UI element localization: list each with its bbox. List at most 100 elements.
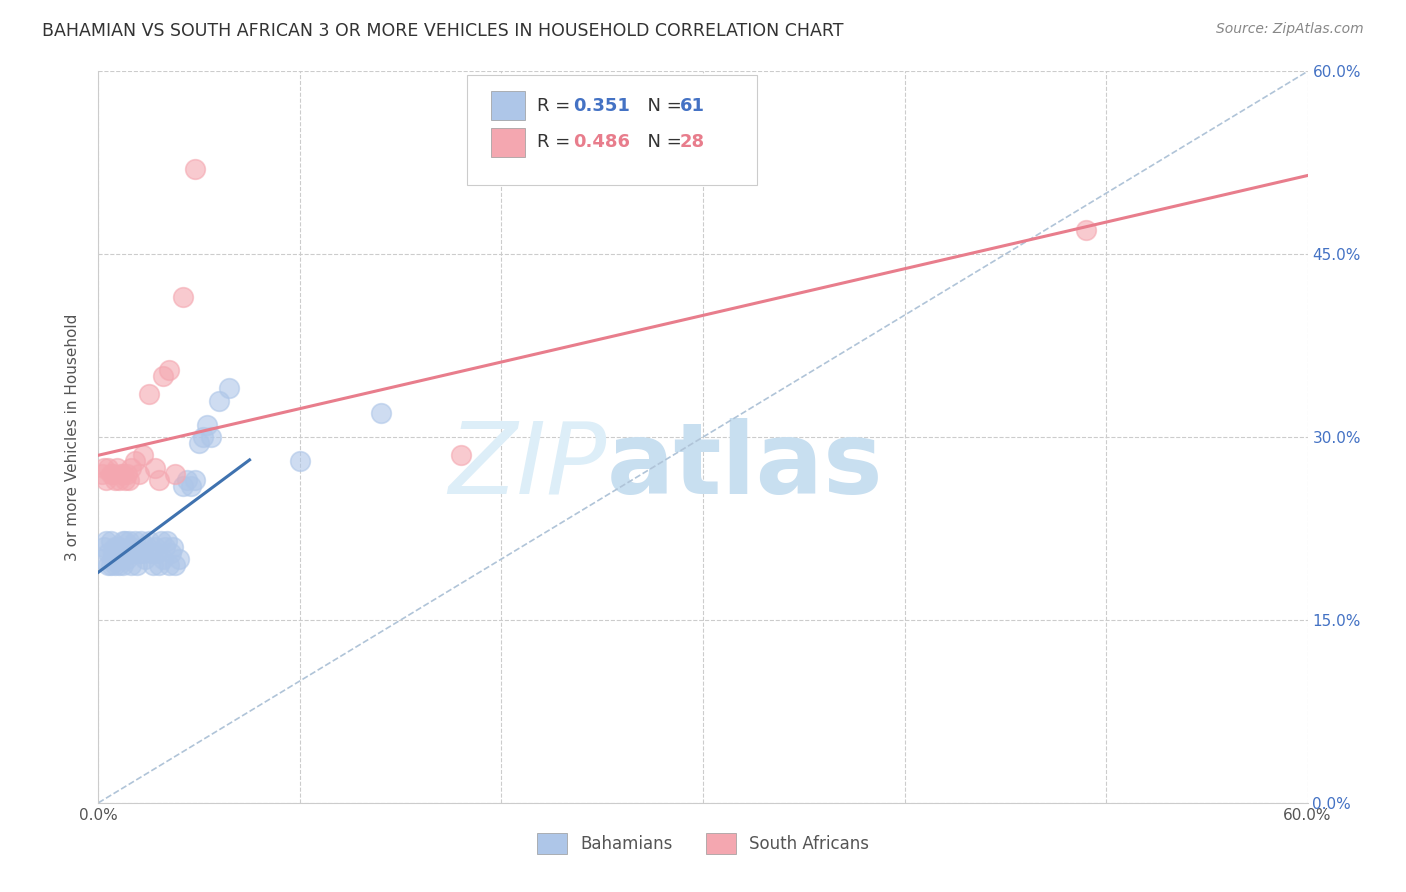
Point xyxy=(101,552,124,566)
Point xyxy=(148,473,170,487)
Legend: Bahamians, South Africans: Bahamians, South Africans xyxy=(530,827,876,860)
Point xyxy=(139,546,162,560)
Point xyxy=(97,460,120,475)
Point xyxy=(450,448,472,462)
Point xyxy=(110,552,132,566)
Point xyxy=(172,290,194,304)
Point xyxy=(91,467,114,481)
Point xyxy=(188,436,211,450)
Point xyxy=(124,533,146,548)
Point xyxy=(138,533,160,548)
FancyBboxPatch shape xyxy=(492,128,526,157)
Point xyxy=(157,363,180,377)
Text: N =: N = xyxy=(637,96,688,115)
Point xyxy=(118,533,141,548)
Point xyxy=(101,467,124,481)
Point xyxy=(110,467,132,481)
Point xyxy=(105,540,128,554)
Point xyxy=(100,558,122,573)
Point xyxy=(100,533,122,548)
Point xyxy=(218,381,240,395)
Point xyxy=(142,558,165,573)
Point xyxy=(172,479,194,493)
Text: 0.351: 0.351 xyxy=(574,96,630,115)
Point xyxy=(176,473,198,487)
FancyBboxPatch shape xyxy=(492,91,526,120)
Point xyxy=(149,533,172,548)
Text: R =: R = xyxy=(537,96,576,115)
Point xyxy=(91,552,114,566)
Point xyxy=(101,546,124,560)
Point xyxy=(103,540,125,554)
Point xyxy=(135,540,157,554)
Point xyxy=(129,533,152,548)
Point xyxy=(120,558,142,573)
Point xyxy=(97,558,120,573)
Point xyxy=(103,473,125,487)
Point xyxy=(1074,223,1097,237)
Point xyxy=(148,558,170,573)
Point xyxy=(193,430,215,444)
Point xyxy=(200,430,222,444)
Point xyxy=(152,369,174,384)
Point xyxy=(93,540,115,554)
Text: N =: N = xyxy=(637,133,688,152)
Point xyxy=(125,558,148,573)
FancyBboxPatch shape xyxy=(467,75,758,185)
Y-axis label: 3 or more Vehicles in Household: 3 or more Vehicles in Household xyxy=(65,313,80,561)
Point xyxy=(103,558,125,573)
Text: ZIP: ZIP xyxy=(449,417,606,515)
Point xyxy=(111,533,134,548)
Point xyxy=(195,417,218,432)
Point xyxy=(120,540,142,554)
Point xyxy=(156,533,179,548)
Text: atlas: atlas xyxy=(606,417,883,515)
Point xyxy=(111,467,134,481)
Point xyxy=(110,546,132,560)
Point xyxy=(115,552,138,566)
Point xyxy=(96,533,118,548)
Point xyxy=(105,552,128,566)
Point xyxy=(163,467,186,481)
Point xyxy=(115,467,138,481)
Point xyxy=(184,473,207,487)
Point xyxy=(128,467,150,481)
Point xyxy=(120,460,142,475)
Point xyxy=(124,454,146,468)
Point xyxy=(96,473,118,487)
Point xyxy=(132,546,155,560)
Point xyxy=(114,473,136,487)
Point xyxy=(114,533,136,548)
Point xyxy=(163,558,186,573)
Point xyxy=(288,454,311,468)
Point xyxy=(143,460,166,475)
Point xyxy=(167,552,190,566)
Point xyxy=(134,552,156,566)
Point xyxy=(138,387,160,401)
Point xyxy=(105,460,128,475)
Point xyxy=(143,540,166,554)
Point xyxy=(118,546,141,560)
Point xyxy=(157,558,180,573)
Point xyxy=(146,546,169,560)
Point xyxy=(180,479,202,493)
Point xyxy=(132,448,155,462)
Text: 0.486: 0.486 xyxy=(574,133,631,152)
Text: BAHAMIAN VS SOUTH AFRICAN 3 OR MORE VEHICLES IN HOUSEHOLD CORRELATION CHART: BAHAMIAN VS SOUTH AFRICAN 3 OR MORE VEHI… xyxy=(42,22,844,40)
Point xyxy=(128,546,150,560)
Point xyxy=(370,406,392,420)
Point xyxy=(93,460,115,475)
Point xyxy=(121,546,143,560)
Point xyxy=(118,473,141,487)
Point xyxy=(153,540,176,554)
Point xyxy=(160,546,183,560)
Text: Source: ZipAtlas.com: Source: ZipAtlas.com xyxy=(1216,22,1364,37)
Point xyxy=(107,473,129,487)
Text: 61: 61 xyxy=(681,96,704,115)
Point xyxy=(111,558,134,573)
Point xyxy=(100,467,122,481)
Text: 28: 28 xyxy=(681,133,706,152)
Point xyxy=(107,540,129,554)
Text: R =: R = xyxy=(537,133,576,152)
Point xyxy=(208,393,231,408)
